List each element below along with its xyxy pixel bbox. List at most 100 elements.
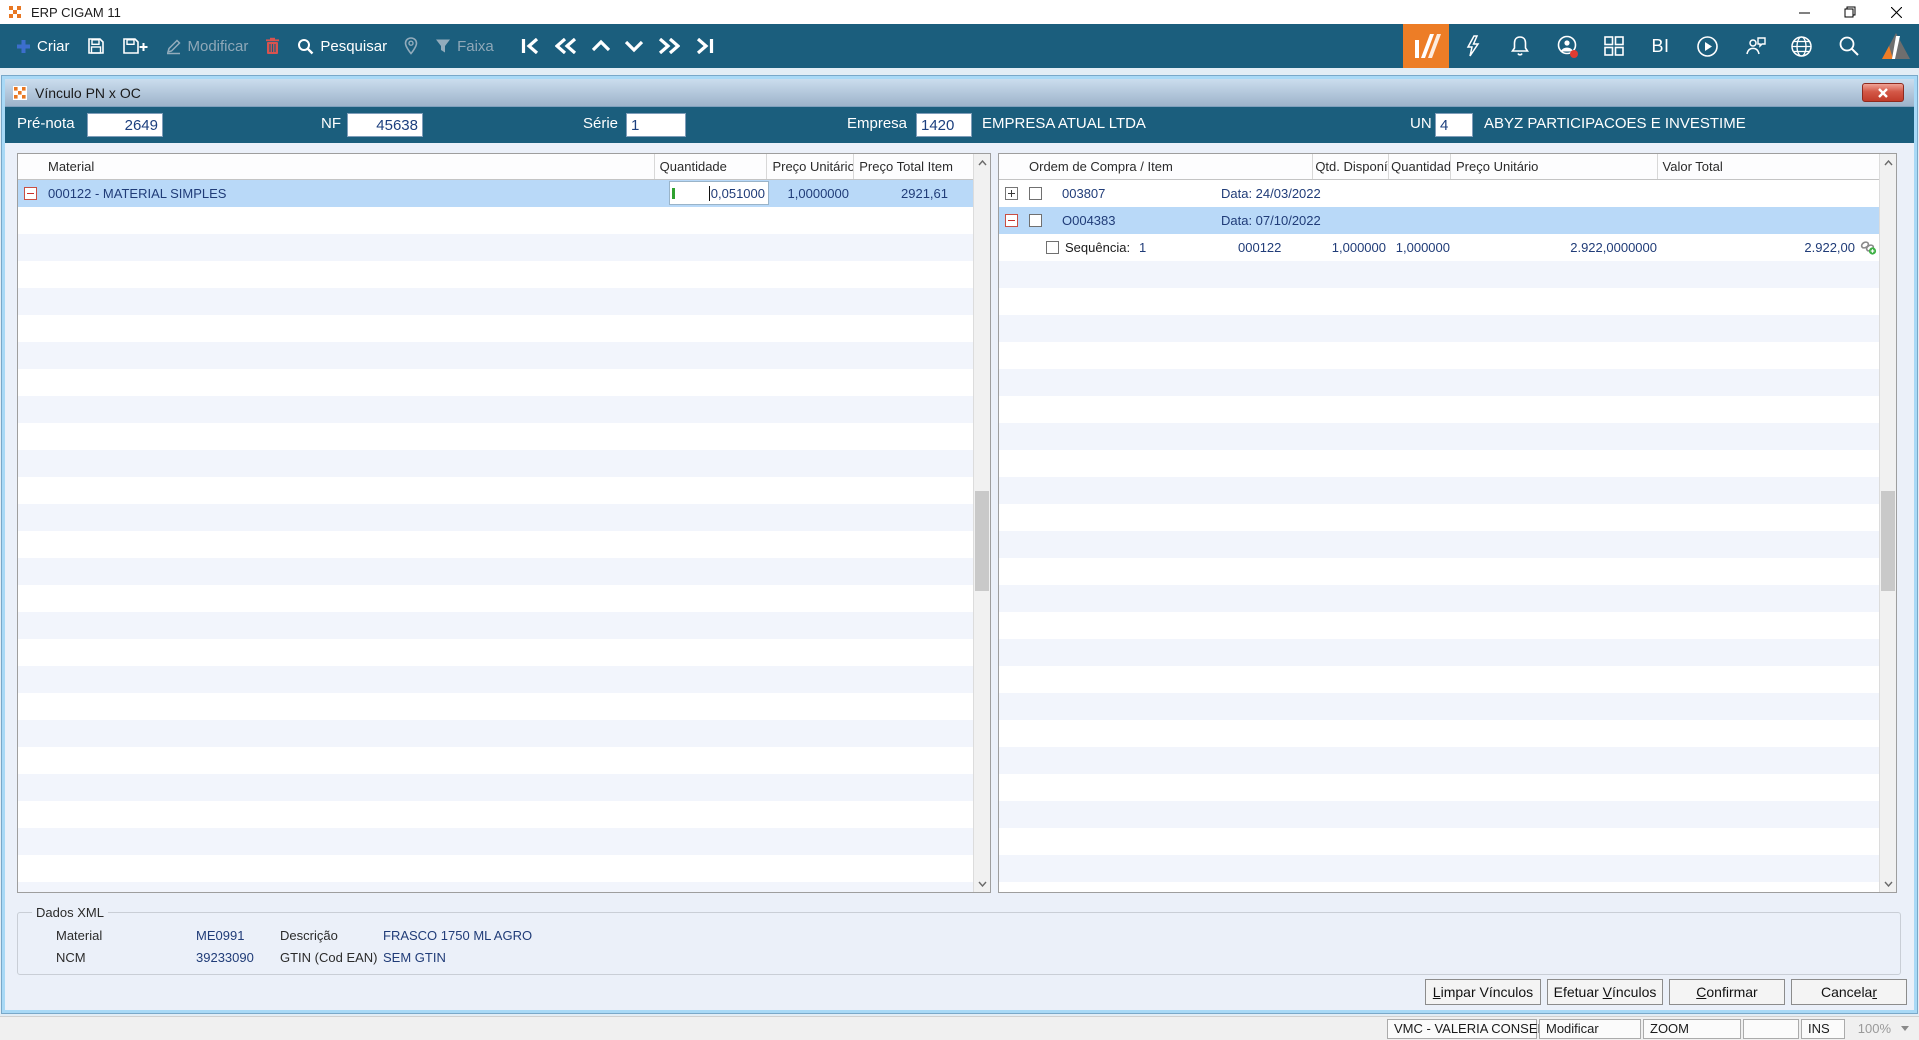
ncm-value: 39233090 (196, 950, 254, 965)
excluir-button[interactable] (261, 37, 284, 55)
right-grid-header: Ordem de Compra / Item Qtd. Disponível Q… (999, 154, 1879, 180)
window-content: Material Quantidade Preço Unitário Preço… (5, 143, 1914, 1010)
next-page-icon[interactable] (658, 38, 680, 54)
status-ins: INS (1801, 1018, 1845, 1039)
material-value: ME0991 (196, 928, 245, 943)
serie-label: Série (583, 115, 619, 132)
first-record-icon[interactable] (521, 38, 540, 54)
support-button[interactable] (1543, 24, 1590, 68)
collapse-toggle[interactable] (1005, 214, 1018, 227)
tutorials-button[interactable] (1684, 24, 1731, 68)
right-grid-scrollbar[interactable] (1879, 154, 1896, 892)
oc-row-o004383[interactable]: O004383 Data: 07/10/2022 (999, 207, 1879, 234)
left-grid-header: Material Quantidade Preço Unitário Preço… (18, 154, 973, 180)
quick-actions-button[interactable] (1449, 24, 1496, 68)
efetuar-vinculos-button[interactable]: Efetuar Vínculos (1547, 979, 1663, 1005)
salvar-novo-button[interactable] (118, 37, 152, 55)
scroll-down-icon[interactable] (974, 875, 990, 892)
col-quantidade[interactable]: Quantidade (1389, 154, 1451, 179)
col-preco-total[interactable]: Preço Total Item (859, 159, 953, 174)
confirmar-button[interactable]: Confirmar (1669, 979, 1785, 1005)
pre-nota-items-grid: Material Quantidade Preço Unitário Preço… (17, 153, 991, 893)
un-input[interactable]: 4 (1435, 113, 1473, 137)
empresa-label: Empresa (847, 115, 908, 132)
notifications-button[interactable] (1496, 24, 1543, 68)
gtin-label: GTIN (Cod EAN) (280, 950, 378, 965)
bi-button[interactable]: BI (1651, 35, 1670, 56)
col-preco-unitario[interactable]: Preço Unitário (1451, 154, 1658, 179)
status-zoom-label: ZOOM (1643, 1018, 1741, 1039)
close-button[interactable] (1873, 0, 1919, 24)
serie-input[interactable]: 1 (626, 113, 686, 137)
material-row[interactable]: 000122 - MATERIAL SIMPLES 0,051000 1,000… (18, 180, 973, 207)
window-close-button[interactable] (1862, 83, 1904, 102)
col-material[interactable]: Material (18, 154, 655, 179)
scroll-thumb[interactable] (975, 491, 989, 591)
save-icon (87, 38, 104, 54)
empresa-input[interactable]: 1420 (916, 113, 972, 137)
window-header[interactable]: Vínculo PN x OC (5, 79, 1914, 107)
web-button[interactable] (1778, 24, 1825, 68)
un-nome: ABYZ PARTICIPACOES E INVESTIME (1484, 115, 1746, 132)
oc-checkbox[interactable] (1029, 214, 1042, 227)
expand-toggle[interactable] (1005, 187, 1018, 200)
pre-nota-input[interactable]: 2649 (87, 113, 163, 137)
last-record-icon[interactable] (695, 38, 714, 54)
prev-page-icon[interactable] (554, 38, 577, 54)
ordem-cell: 003807 (1062, 186, 1106, 201)
zoom-dropdown-icon[interactable] (1901, 1026, 1909, 1031)
scroll-up-icon[interactable] (974, 154, 990, 171)
cigam-brand-button[interactable] (1872, 24, 1919, 68)
col-qtd-disponivel[interactable]: Qtd. Disponível (1313, 154, 1390, 179)
record-navigation (521, 38, 714, 54)
left-grid-scrollbar[interactable] (973, 154, 990, 892)
col-preco-unitario[interactable]: Preço Unitário (767, 154, 855, 179)
oc-row-003807[interactable]: 003807 Data: 24/03/2022 (999, 180, 1879, 207)
scroll-down-icon[interactable] (1880, 875, 1896, 892)
faixa-button[interactable]: Faixa (431, 38, 498, 55)
limpar-vinculos-button[interactable]: Limpar Vínculos (1425, 979, 1541, 1005)
next-record-icon[interactable] (624, 39, 643, 53)
sequencia-num: 1 (1139, 240, 1147, 255)
bell-icon (1510, 36, 1529, 56)
pre-nota-label: Pré-nota (17, 115, 75, 132)
collapse-toggle[interactable] (24, 187, 37, 200)
col-quantidade[interactable]: Quantidade (655, 154, 768, 179)
sequencia-checkbox[interactable] (1046, 241, 1059, 254)
community-button[interactable] (1731, 24, 1778, 68)
minimize-button[interactable] (1781, 0, 1827, 24)
dados-xml-legend: Dados XML (36, 905, 104, 920)
nf-input[interactable]: 45638 (347, 113, 423, 137)
vinculo-window: Vínculo PN x OC Pré-nota 2649 NF 45638 S… (1, 75, 1918, 1014)
headset-icon (1557, 35, 1576, 55)
modificar-button[interactable]: Modificar (161, 38, 253, 55)
col-valor-total[interactable]: Valor Total (1662, 159, 1723, 174)
salvar-button[interactable] (83, 37, 109, 55)
app-title: ERP CIGAM 11 (31, 4, 121, 20)
modules-button[interactable] (1590, 24, 1637, 68)
grid-icon (1603, 36, 1624, 56)
plus-icon (17, 39, 30, 53)
edit-indicator (672, 188, 675, 199)
empresa-nome: EMPRESA ATUAL LTDA (982, 115, 1146, 132)
prev-record-icon[interactable] (591, 39, 610, 53)
restore-button[interactable] (1827, 0, 1873, 24)
localizar-button[interactable] (400, 37, 422, 55)
quantidade-editor[interactable]: 0,051000 (669, 181, 769, 205)
pesquisar-button[interactable]: Pesquisar (293, 38, 391, 55)
status-user: VMC - VALERIA CONSENCA (1387, 1018, 1565, 1039)
gtin-value: SEM GTIN (383, 950, 446, 965)
col-ordem[interactable]: Ordem de Compra / Item (999, 154, 1314, 179)
global-search-button[interactable] (1825, 24, 1872, 68)
scroll-thumb[interactable] (1881, 491, 1895, 591)
header-fields-bar: Pré-nota 2649 NF 45638 Série 1 Empresa 1… (5, 107, 1914, 143)
cancelar-button[interactable]: Cancelar (1791, 979, 1907, 1005)
trash-icon (266, 37, 280, 54)
oc-checkbox[interactable] (1029, 187, 1042, 200)
criar-button[interactable]: Criar (12, 38, 74, 55)
ordens-compra-grid: Ordem de Compra / Item Qtd. Disponível Q… (998, 153, 1897, 893)
sequencia-row[interactable]: Sequência: 1 000122 1,000000 1,000000 2.… (999, 234, 1879, 261)
scroll-up-icon[interactable] (1880, 154, 1896, 171)
cigam-home-button[interactable] (1403, 24, 1449, 68)
